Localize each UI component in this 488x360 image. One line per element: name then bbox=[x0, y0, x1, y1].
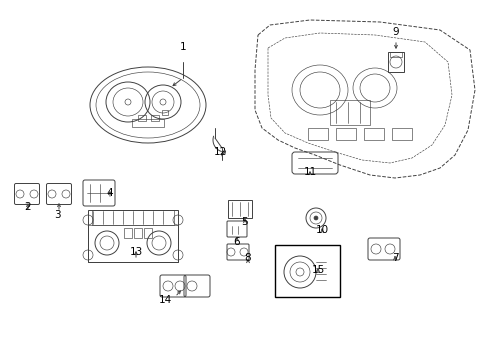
Text: 15: 15 bbox=[311, 265, 324, 275]
Text: 10: 10 bbox=[315, 225, 328, 235]
Text: 4: 4 bbox=[106, 188, 113, 198]
Text: 5: 5 bbox=[241, 217, 248, 227]
Text: 3: 3 bbox=[54, 210, 60, 220]
Bar bbox=[132, 119, 163, 127]
Text: 9: 9 bbox=[392, 27, 399, 37]
Text: 2: 2 bbox=[24, 202, 31, 212]
Bar bbox=[391, 128, 411, 140]
Bar bbox=[134, 228, 142, 238]
Text: 7: 7 bbox=[391, 253, 398, 263]
Bar bbox=[274, 245, 339, 297]
Bar bbox=[329, 100, 369, 125]
Bar bbox=[138, 115, 146, 121]
Bar bbox=[143, 228, 152, 238]
Bar bbox=[363, 128, 383, 140]
Bar bbox=[335, 128, 355, 140]
Bar bbox=[88, 210, 178, 262]
Text: 11: 11 bbox=[303, 167, 316, 177]
Circle shape bbox=[313, 216, 317, 220]
Text: 14: 14 bbox=[158, 295, 171, 305]
Bar bbox=[389, 52, 401, 57]
Text: 1: 1 bbox=[179, 42, 186, 52]
Bar bbox=[124, 228, 132, 238]
Bar bbox=[162, 110, 168, 115]
Text: 12: 12 bbox=[213, 147, 226, 157]
Bar bbox=[307, 128, 327, 140]
Bar bbox=[227, 200, 251, 218]
Bar bbox=[151, 115, 159, 121]
Bar bbox=[88, 225, 178, 262]
Bar bbox=[92, 210, 174, 225]
Bar bbox=[387, 52, 403, 72]
Text: 6: 6 bbox=[233, 237, 240, 247]
Text: 13: 13 bbox=[129, 247, 142, 257]
Text: 8: 8 bbox=[244, 253, 251, 263]
